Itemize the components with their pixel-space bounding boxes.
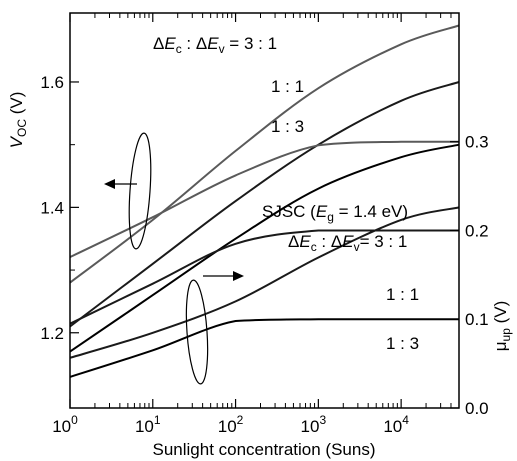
plot-frame — [69, 12, 460, 409]
annotation-mid-11: 1 : 1 — [271, 77, 304, 96]
right-tick-label-2: 0.2 — [465, 221, 489, 240]
series-right-5 — [69, 229, 459, 325]
annotation-sjsc: SJSC (Eg = 1.4 eV) — [262, 202, 408, 224]
series-left-0 — [69, 24, 460, 284]
right-axis-title-sub: up — [499, 328, 513, 342]
annotation-low-13: 1 : 3 — [386, 334, 419, 353]
series-right-4 — [69, 140, 459, 258]
tick-layer: 100 101 102 103 104 1.2 1.4 1.6 0.0 0.1 0.2 0.3 — [40, 13, 489, 436]
right-axis-title-unit: (V) — [491, 301, 510, 328]
right-axis-title-main: μ — [491, 341, 510, 351]
annotation-low-11: 1 : 1 — [386, 285, 419, 304]
annotation-top-ratio: ΔEc : ΔEv = 3 : 1 — [153, 34, 277, 56]
series-left-2 — [69, 143, 460, 353]
x-tick-label-4: 104 — [383, 413, 409, 436]
x-axis-title: Sunlight concentration (Suns) — [152, 440, 375, 459]
left-axis-title: VOC (V) — [7, 92, 29, 149]
left-tick-label-2: 1.6 — [40, 73, 64, 92]
left-tick-label-0: 1.2 — [40, 324, 64, 343]
right-axis-title: μup (V) — [491, 301, 513, 352]
x-tick-label-3: 103 — [301, 413, 327, 436]
x-tick-label-0: 100 — [52, 413, 78, 436]
right-tick-label-1: 0.1 — [465, 310, 489, 329]
x-tick-label-2: 102 — [218, 413, 244, 436]
x-tick-label-1: 101 — [135, 413, 161, 436]
left-arrow-icon — [104, 179, 115, 189]
series-right-6 — [69, 318, 459, 378]
series-left-3 — [69, 206, 460, 359]
left-axis-title-unit: (V) — [7, 92, 26, 119]
left-axis-title-sub: OC — [15, 119, 29, 137]
right-arrow-icon — [233, 271, 244, 281]
left-axis-bracket-ellipse — [128, 132, 152, 250]
bracket-layer — [104, 132, 244, 385]
right-tick-label-0: 0.0 — [465, 399, 489, 418]
annotation-mid-13: 1 : 3 — [271, 117, 304, 136]
left-tick-label-1: 1.4 — [40, 198, 64, 217]
series-layer — [69, 24, 460, 378]
right-tick-label-3: 0.3 — [465, 133, 489, 152]
left-axis-title-main: V — [7, 135, 26, 148]
annotation-bottom-ratio: ΔEc : ΔEv= 3 : 1 — [288, 232, 407, 254]
right-axis-bracket-ellipse — [185, 279, 209, 385]
series-left-1 — [69, 81, 460, 328]
